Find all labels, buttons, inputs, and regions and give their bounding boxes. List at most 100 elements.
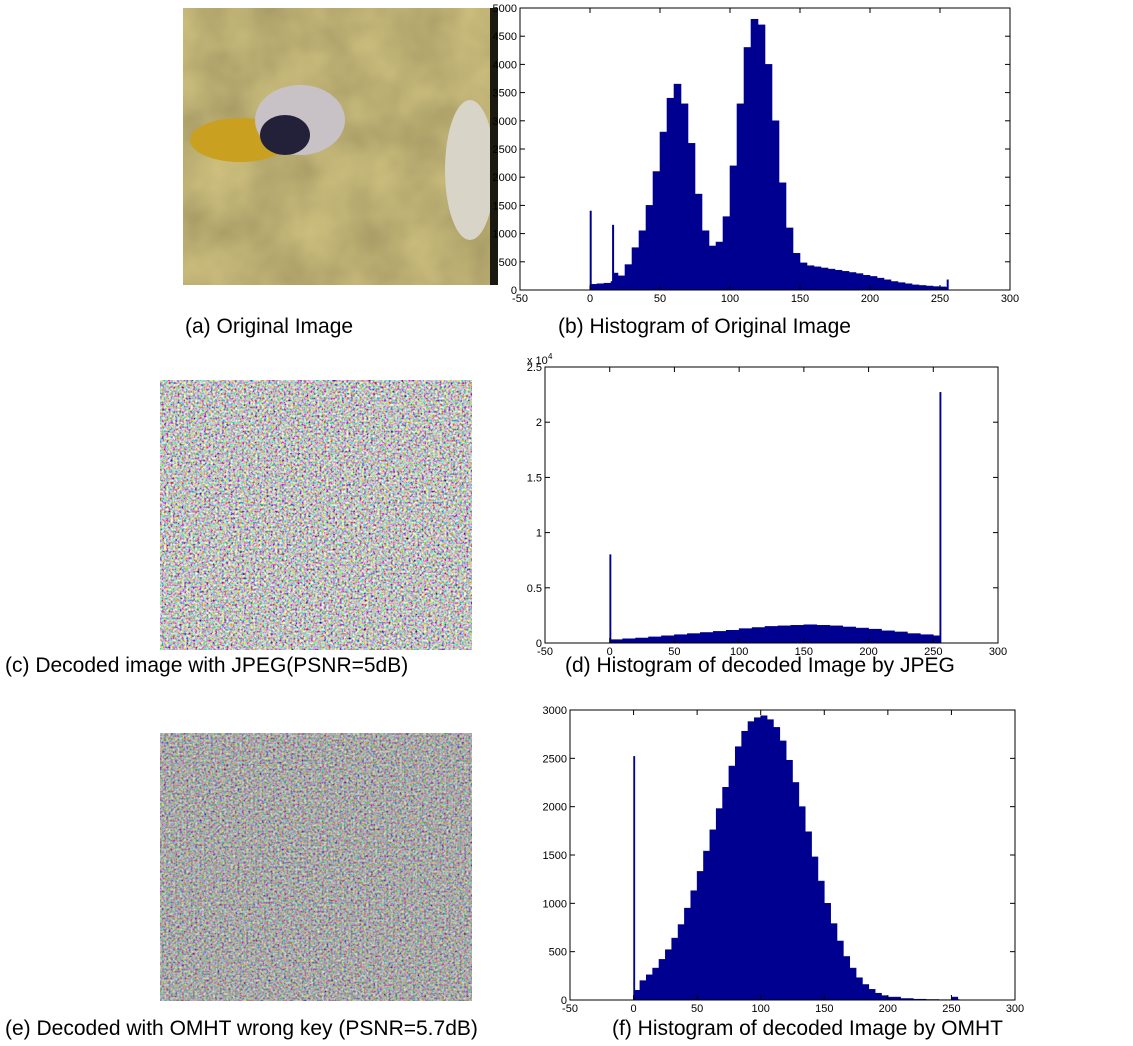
x-tick-label: -50 xyxy=(562,1003,578,1015)
bar xyxy=(700,632,714,644)
bar xyxy=(652,171,661,291)
x-tick-label: 100 xyxy=(752,1003,770,1015)
image-a xyxy=(183,8,498,285)
bar xyxy=(677,924,685,1001)
bar xyxy=(696,871,704,1001)
bar xyxy=(918,285,927,291)
bar xyxy=(792,782,800,1001)
bar xyxy=(836,940,844,1001)
caption: (b) Histogram of Original Image xyxy=(558,315,851,338)
bar xyxy=(631,247,640,291)
y-tick-label: 3000 xyxy=(493,116,517,128)
bar xyxy=(687,633,701,644)
bar xyxy=(624,264,633,291)
image-e xyxy=(160,733,472,1001)
caption: (d) Histogram of decoded Image by JPEG xyxy=(565,654,955,677)
bar xyxy=(617,275,626,291)
image-c xyxy=(160,380,472,650)
y-tick-label: 0 xyxy=(536,638,542,650)
bar xyxy=(820,267,829,291)
x-tick-label: 200 xyxy=(861,293,879,305)
bar xyxy=(760,715,768,1001)
bar xyxy=(766,719,774,1001)
bar xyxy=(932,635,941,644)
bar xyxy=(754,717,762,1001)
x-tick-label: -50 xyxy=(512,293,528,305)
bar xyxy=(869,276,878,291)
x-tick-label: 300 xyxy=(989,646,1007,658)
y-tick-label: 2000 xyxy=(493,172,517,184)
plot-frame xyxy=(544,366,999,644)
bar xyxy=(729,165,738,291)
y-tick-label: 500 xyxy=(549,947,567,959)
bar xyxy=(843,956,851,1001)
bar xyxy=(829,625,843,644)
bar xyxy=(897,282,906,291)
bar xyxy=(920,634,934,644)
y-tick-label: 4500 xyxy=(493,31,517,43)
bar xyxy=(841,271,850,291)
bar xyxy=(803,624,818,644)
bar xyxy=(874,992,882,1001)
bar xyxy=(890,281,899,291)
bar xyxy=(701,230,710,291)
x-tick-label: 200 xyxy=(879,1003,897,1015)
bar xyxy=(703,850,711,1001)
bar xyxy=(798,806,806,1001)
caption: (f) Histogram of decoded Image by OMHT xyxy=(612,1017,1003,1040)
x-tick-label: 100 xyxy=(730,646,748,658)
bar xyxy=(932,286,941,291)
x-tick-label: 0 xyxy=(607,646,613,658)
y-scale-exponent: 4 xyxy=(548,352,553,361)
y-tick-label: 2500 xyxy=(543,753,567,765)
y-tick-label: 5000 xyxy=(493,3,517,15)
bar xyxy=(671,937,679,1001)
y-tick-label: 500 xyxy=(499,257,517,269)
bar xyxy=(827,268,836,291)
bar xyxy=(715,808,723,1001)
bar xyxy=(883,279,892,291)
bar xyxy=(904,283,913,291)
bar xyxy=(690,890,698,1001)
bar xyxy=(862,984,870,1001)
x-tick-label: 150 xyxy=(795,646,813,658)
bar xyxy=(868,628,882,644)
bar xyxy=(633,756,636,1001)
x-tick-label: 250 xyxy=(931,293,949,305)
bar xyxy=(747,721,755,1001)
y-tick-label: 0 xyxy=(561,995,567,1007)
y-tick-label: 3500 xyxy=(493,88,517,100)
bar xyxy=(591,284,598,291)
bar xyxy=(855,977,863,1001)
bar xyxy=(792,253,801,291)
x-tick-label: 300 xyxy=(1001,293,1019,305)
caption: (c) Decoded image with JPEG(PSNR=5dB) xyxy=(5,654,408,677)
bar xyxy=(680,103,689,291)
x-tick-label: 250 xyxy=(924,646,942,658)
bar xyxy=(811,856,819,1001)
y-tick-label: 1.5 xyxy=(527,472,542,484)
bar xyxy=(799,262,808,291)
y-tick-label: 1000 xyxy=(543,898,567,910)
bar xyxy=(751,627,766,644)
x-tick-label: 0 xyxy=(631,1003,637,1015)
y-scale-label: x 10 xyxy=(527,355,548,367)
bar xyxy=(806,265,815,291)
y-tick-label: 2000 xyxy=(543,802,567,814)
bar xyxy=(862,275,871,291)
bar xyxy=(777,625,792,644)
bar xyxy=(817,880,825,1001)
bar xyxy=(911,284,920,291)
bar xyxy=(785,227,794,291)
bar xyxy=(907,633,921,644)
bar xyxy=(738,628,753,644)
y-tick-label: 2 xyxy=(536,417,542,429)
y-tick-label: 4000 xyxy=(493,59,517,71)
bar xyxy=(603,282,612,291)
bar xyxy=(722,787,730,1001)
bar xyxy=(750,18,759,291)
bar xyxy=(684,907,692,1001)
bar xyxy=(823,903,831,1001)
bar xyxy=(764,64,773,291)
